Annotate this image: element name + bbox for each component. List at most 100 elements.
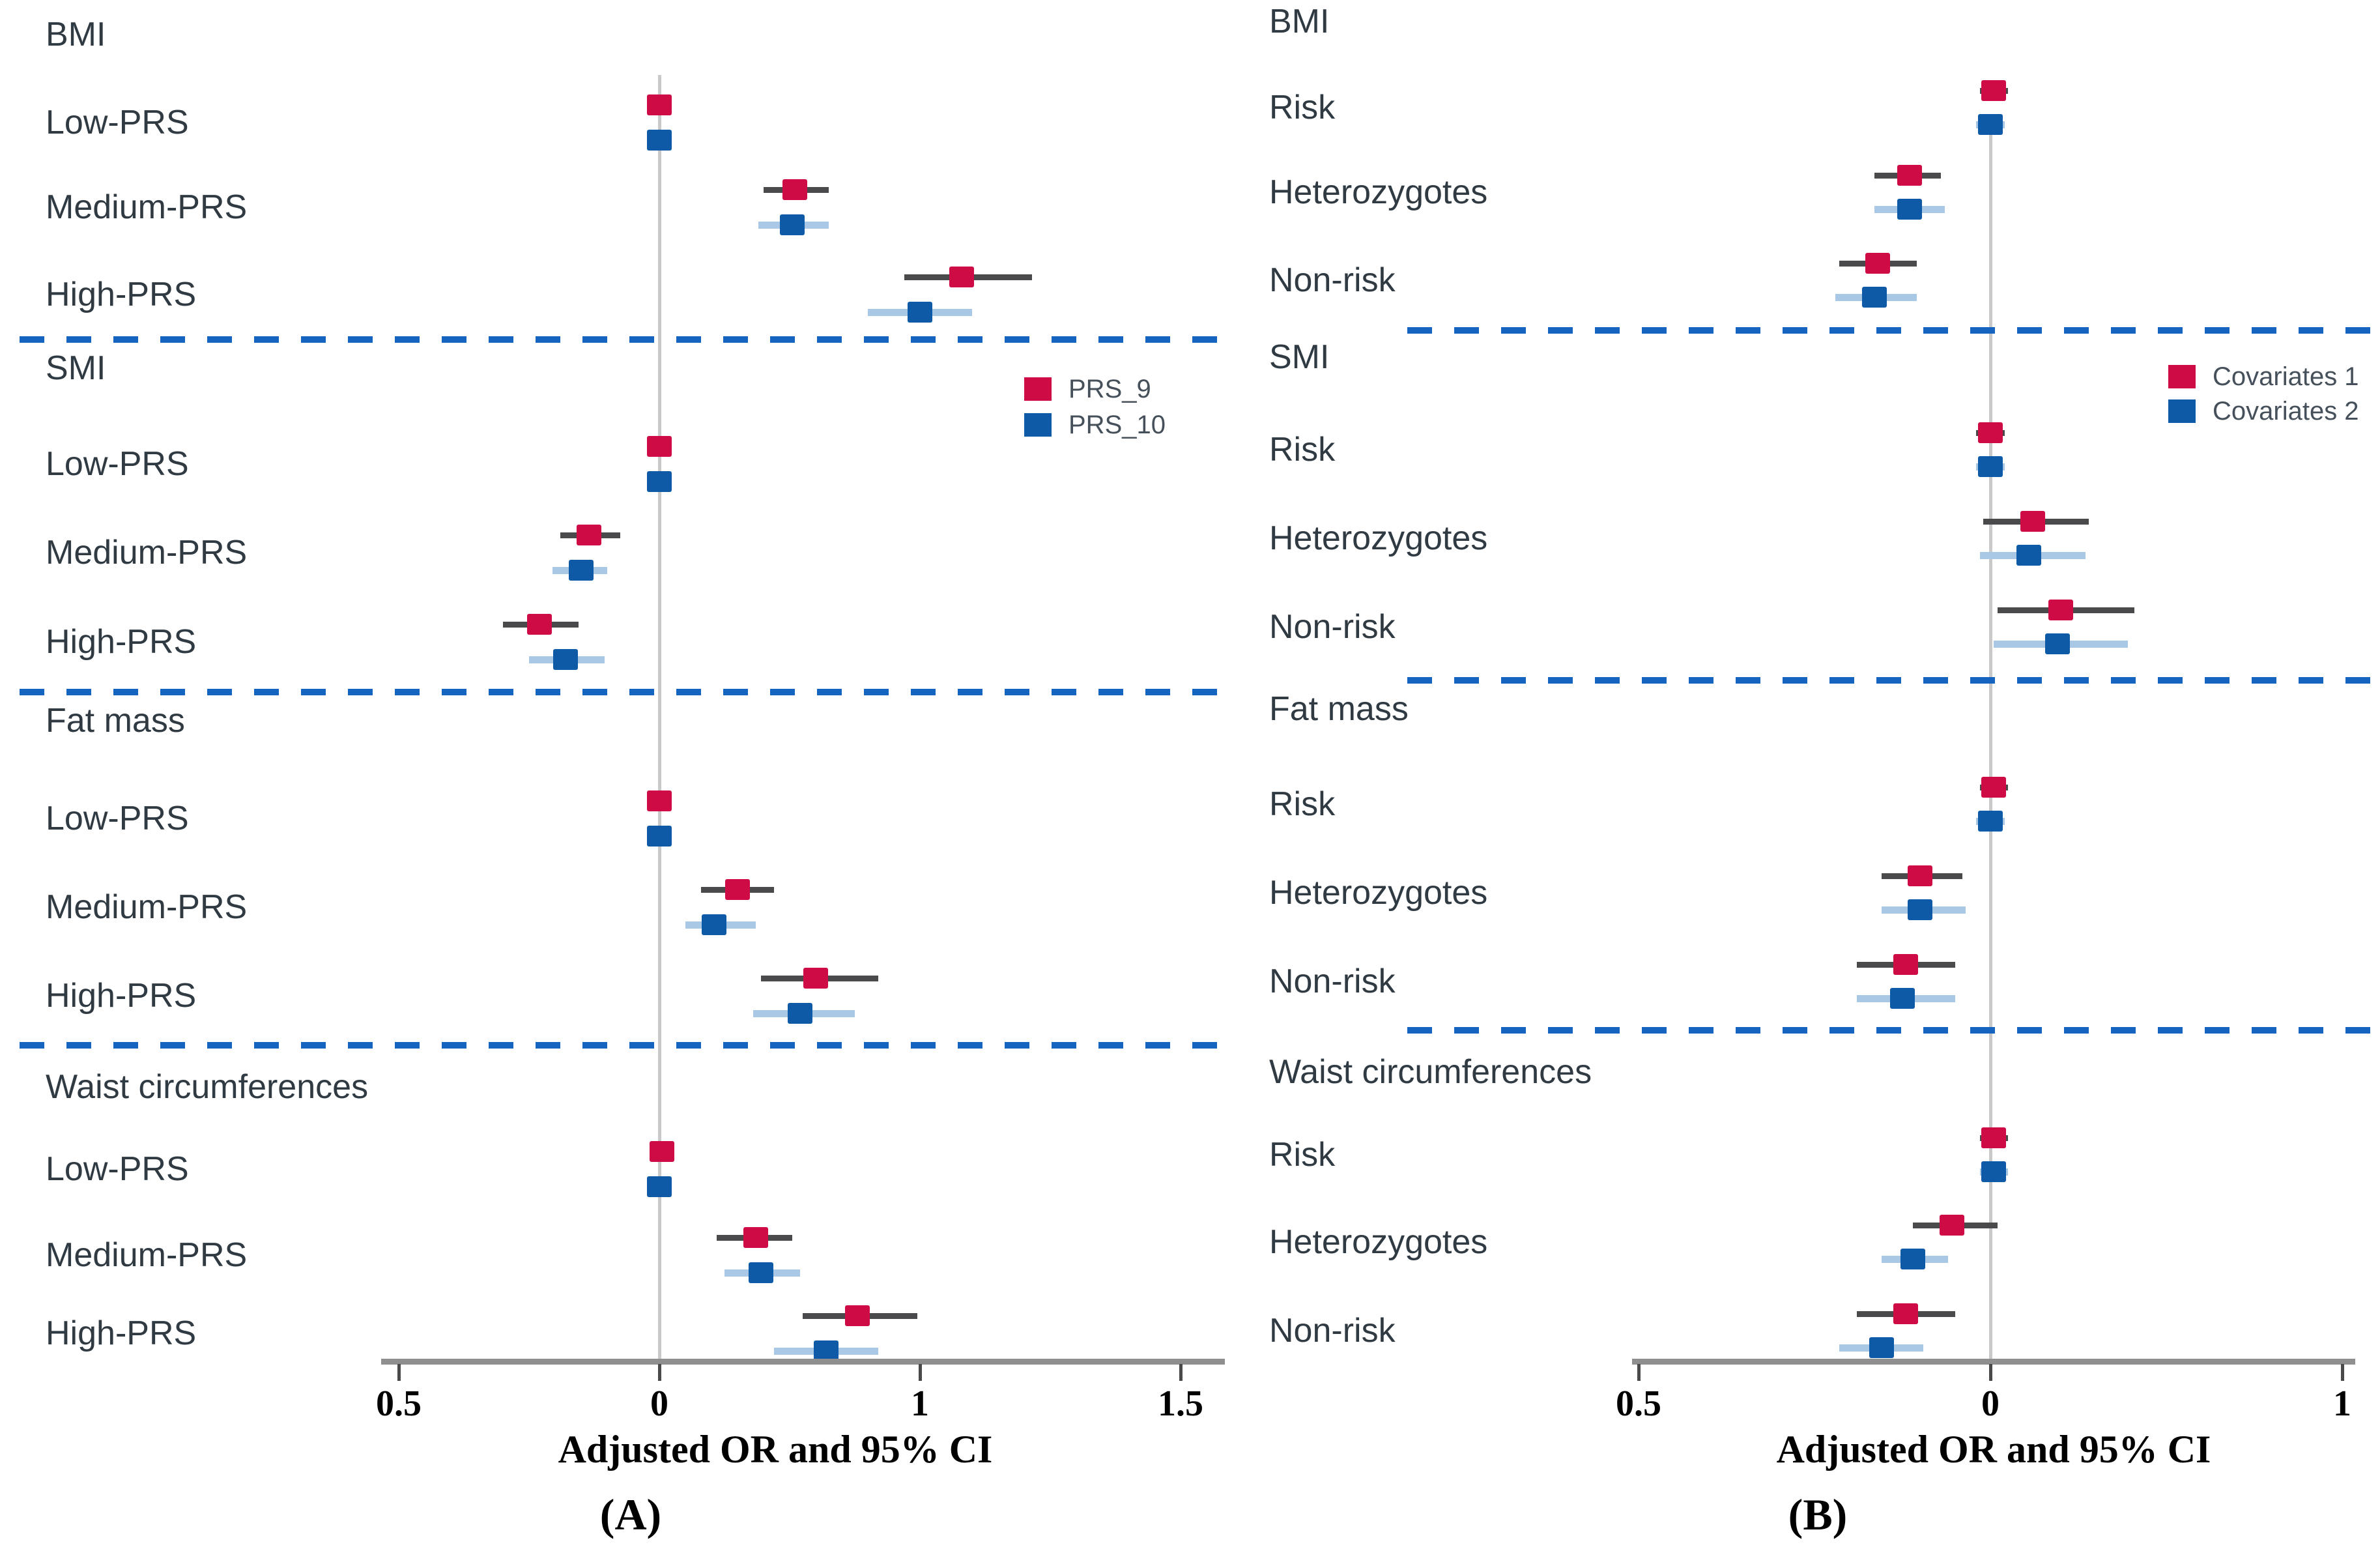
row-label: Low-PRS [46,800,189,837]
forest-marker-series1 [782,179,807,200]
row-label: Non-risk [1269,261,1396,299]
row-label: Non-risk [1269,963,1396,1000]
x-axis-tick-label: 1 [911,1383,929,1424]
x-axis-tick [1637,1364,1641,1381]
row-label: Risk [1269,1136,1336,1174]
row-label: Risk [1269,431,1336,469]
x-axis-title: Adjusted OR and 95% CI [558,1428,993,1471]
legend-label: Covariates 2 [2213,397,2359,426]
forest-marker-series2 [647,471,672,492]
panel-tag: (B) [1788,1490,1848,1539]
x-axis-tick-label: 0 [1981,1383,2000,1424]
forest-marker-series2 [814,1340,839,1361]
forest-marker-series1 [647,790,672,811]
row-label: Medium-PRS [46,1236,248,1274]
section-divider-line [20,336,1225,343]
x-axis-tick-label: 0.5 [1616,1383,1661,1424]
row-label: Non-risk [1269,1312,1396,1350]
forest-marker-series1 [1981,1127,2007,1148]
forest-marker-series2 [553,649,578,670]
forest-marker-series1 [650,1141,674,1162]
forest-marker-series2 [1908,899,1932,920]
forest-marker-series2 [2044,633,2070,654]
row-label: Heterozygotes [1269,519,1488,557]
section-divider-line [20,689,1225,695]
forest-marker-series2 [569,560,594,581]
legend-label: PRS_9 [1068,375,1151,403]
forest-marker-series1 [1939,1215,1964,1236]
section-label: Fat mass [1269,690,1409,728]
x-axis-tick [1179,1364,1183,1381]
row-label: Low-PRS [46,445,189,483]
x-axis-tick-label: 1.5 [1158,1383,1203,1424]
forest-marker-series1 [1981,80,2007,101]
legend-label: PRS_10 [1068,411,1166,439]
forest-marker-series2 [908,302,932,323]
reference-line [658,75,661,1359]
row-label: Medium-PRS [46,888,248,926]
forest-marker-series2 [1978,114,2003,135]
forest-marker-series1 [743,1227,768,1248]
row-label: Low-PRS [46,1150,189,1188]
panel-tag: (A) [599,1490,662,1539]
forest-marker-series2 [2016,545,2042,566]
forest-marker-series2 [1900,1249,1926,1269]
forest-marker-series1 [1865,253,1891,274]
forest-marker-series1 [1908,865,1932,886]
x-axis-tick-label: 1 [2333,1383,2351,1424]
x-axis-tick [658,1364,661,1381]
x-axis-tick-label: 0.5 [376,1383,422,1424]
forest-marker-series1 [1897,165,1922,186]
row-label: High-PRS [46,977,197,1015]
row-label: Heterozygotes [1269,1223,1488,1261]
forest-marker-series1 [1981,777,2007,798]
x-axis-tick [919,1364,922,1381]
row-label: Medium-PRS [46,534,248,572]
x-axis-title: Adjusted OR and 95% CI [1776,1428,2211,1471]
row-label: High-PRS [46,1314,197,1352]
forest-marker-series1 [577,525,601,545]
forest-marker-series2 [702,914,726,935]
row-label: Non-risk [1269,608,1396,646]
legend-swatch-series2 [1024,413,1052,437]
forest-marker-series1 [647,436,672,457]
section-label: SMI [46,349,106,387]
forest-marker-series2 [1978,811,2003,832]
forest-marker-series1 [845,1305,870,1326]
forest-marker-series1 [2048,600,2073,620]
section-divider-line [20,1042,1225,1049]
forest-marker-series1 [2020,511,2045,532]
row-label: Risk [1269,89,1336,126]
forest-marker-series2 [647,826,672,847]
row-label: Low-PRS [46,104,189,141]
forest-marker-series2 [788,1003,812,1024]
row-label: High-PRS [46,276,197,313]
x-axis-tick [397,1364,401,1381]
section-label: Waist circumferences [1269,1053,1592,1091]
x-axis-tick [2341,1364,2344,1381]
reference-line [1989,127,1992,1359]
legend-swatch-series1 [2168,365,2196,388]
forest-marker-series2 [780,214,805,235]
forest-marker-series2 [647,130,672,151]
x-axis-line [1632,1359,2355,1365]
section-divider-line [1407,677,2380,684]
row-label: Heterozygotes [1269,173,1488,211]
section-label: Fat mass [46,702,185,740]
forest-marker-series2 [1981,1161,2007,1182]
x-axis-line [381,1359,1225,1365]
legend-swatch-series1 [1024,377,1052,401]
row-label: High-PRS [46,623,197,661]
section-divider-line [1407,327,2380,334]
legend-label: Covariates 1 [2213,362,2359,391]
legend-swatch-series2 [2168,399,2196,423]
section-label: Waist circumferences [46,1068,369,1106]
row-label: Medium-PRS [46,188,248,226]
forest-marker-series2 [1978,456,2003,477]
row-label: Heterozygotes [1269,874,1488,912]
x-axis-tick-label: 0 [650,1383,668,1424]
forest-marker-series1 [1893,954,1919,975]
section-label: BMI [46,16,106,53]
